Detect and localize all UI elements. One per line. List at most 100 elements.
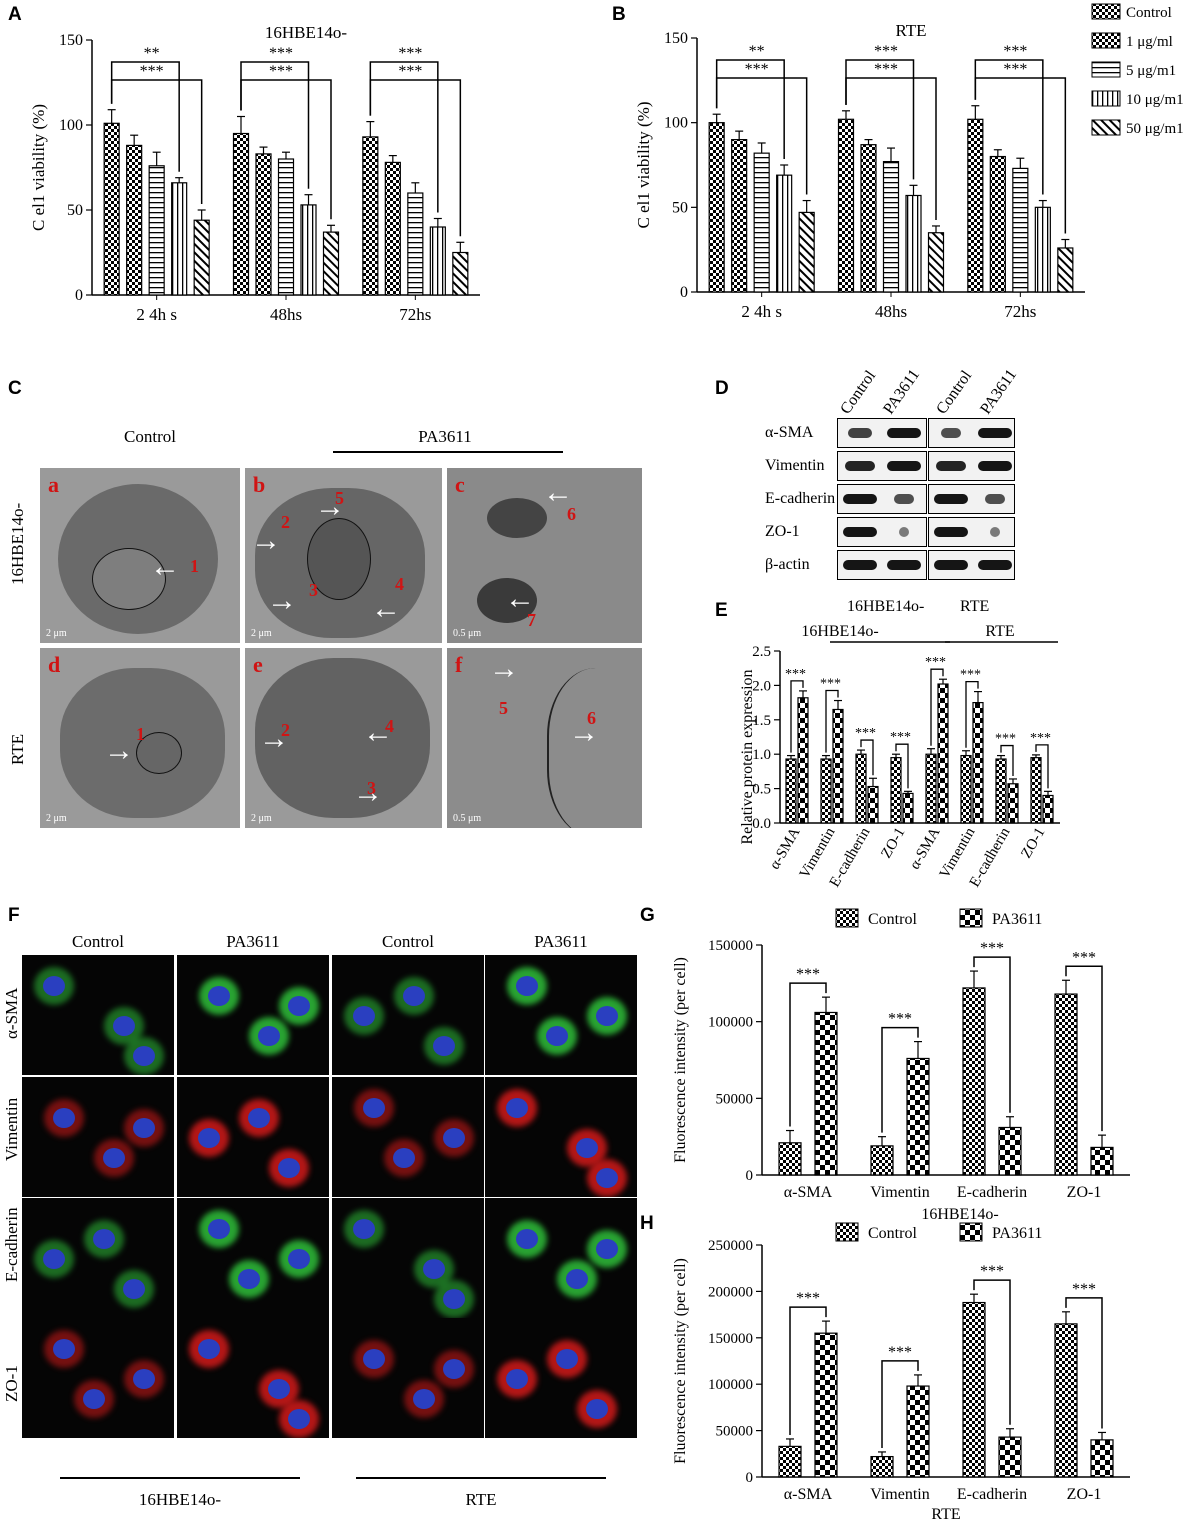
em-image-e: e 2 4 3 → ← → 2 μm [245,648,442,828]
nucleus [198,1339,220,1359]
y-tick-label: 0 [746,1168,754,1184]
if-column-header: Control [72,932,124,951]
bar [967,118,984,293]
bar [1054,993,1078,1176]
bar [731,139,748,293]
panel-label-b: B [612,4,626,25]
bar [148,165,165,296]
legend-swatch [1091,90,1121,107]
em-image-d: d 1 → 2 μm [40,648,240,828]
em-number: 3 [367,778,376,798]
bar [1042,794,1054,824]
blot-strip [928,451,1015,481]
blot-band [887,428,921,438]
if-image [332,1077,484,1197]
arrow-icon: ← [371,592,401,625]
blot-band [989,527,1001,537]
bar [126,144,143,296]
blot-strip [928,484,1015,514]
y-tick-label: 150000 [708,1331,753,1347]
bar [998,1126,1022,1176]
y-tick-label: 0 [746,1470,754,1486]
significance-label: ** [144,45,160,62]
legend-ab: Control 1 μg/ml 5 μg/m1 10 μg/m1 50 μg/m1 [1090,0,1200,155]
nucleus [288,1249,310,1269]
em-number: 3 [309,580,318,600]
x-tick-label: Vimentin [870,1486,929,1503]
chart-title: RTE [895,21,926,40]
significance-label: *** [1072,949,1096,966]
nucleus [123,1279,145,1299]
blot-row-label: E-cadherin [765,490,836,507]
arrow-icon: → [353,776,383,809]
significance-label: *** [1072,1281,1096,1298]
bar [255,153,272,296]
legend-label: 5 μg/m1 [1126,63,1176,79]
blot-band [978,428,1012,438]
if-image [332,955,484,1075]
em-letter-b: b [253,472,266,497]
em-image-a: a 1 ← 2 μm [40,468,240,643]
blot-band [893,494,915,504]
arrow-icon: ← [543,476,573,509]
em-scale: 0.5 μm [453,813,482,824]
nucleus [443,1128,465,1148]
bar [708,122,725,293]
nucleus [353,1219,375,1239]
y-axis-label: Relative protein expression [739,669,756,844]
y-tick-label: 50 [672,199,688,216]
bar [937,683,949,824]
y-tick-label: 50000 [716,1424,754,1440]
bar [778,1445,802,1478]
bar [860,144,877,293]
nucleus [363,1098,385,1118]
blot-band [898,527,910,537]
if-image [332,1198,484,1318]
legend-swatch [959,1222,983,1242]
significance-label: *** [890,730,911,745]
blot-strip [928,517,1015,547]
bar [905,194,922,293]
bar [867,785,879,824]
x-tick-label: E-cadherin [957,1486,1027,1503]
bar [927,232,945,293]
if-image [177,955,329,1075]
y-tick-label: 2.5 [752,644,771,660]
bar [1057,247,1074,293]
legend-swatch [835,908,859,928]
y-tick-label: 100 [59,117,83,134]
blot-column-label: Control [933,367,976,418]
y-tick-label: 250000 [708,1238,753,1254]
bar [277,158,295,296]
x-tick-label: α-SMA [767,825,804,872]
legend-swatch [1091,119,1121,136]
em-letter-a: a [48,472,59,497]
bar [1007,783,1019,824]
significance-bracket [369,61,439,213]
significance-bracket [881,1026,919,1133]
x-tick-label: ZO-1 [1067,1486,1102,1503]
bar [232,132,250,296]
nucleus [93,1229,115,1249]
y-tick-label: 100 [664,115,688,132]
arrow-icon: → [489,652,519,685]
legend-swatch [1091,32,1121,49]
nucleus [443,1359,465,1379]
significance-bracket [789,1306,827,1435]
bar [452,251,469,296]
row-label-16hbe: 16HBE14o- [8,502,27,585]
y-tick-label: 150 [59,32,83,49]
header-control-c: Control [124,427,176,446]
blot-strip [837,418,927,448]
significance-label: *** [995,732,1016,747]
nucleus [586,1399,608,1419]
significance-label: *** [960,668,981,683]
significance-bracket [845,59,915,180]
if-row-label: ZO-1 [2,1365,21,1402]
em-number: 2 [281,512,290,532]
blot-band [843,527,877,537]
bar [962,987,986,1176]
group-label-16hbe: 16HBE14o- [138,1490,222,1509]
significance-bracket [930,668,944,746]
arrow-icon: ← [363,716,393,749]
